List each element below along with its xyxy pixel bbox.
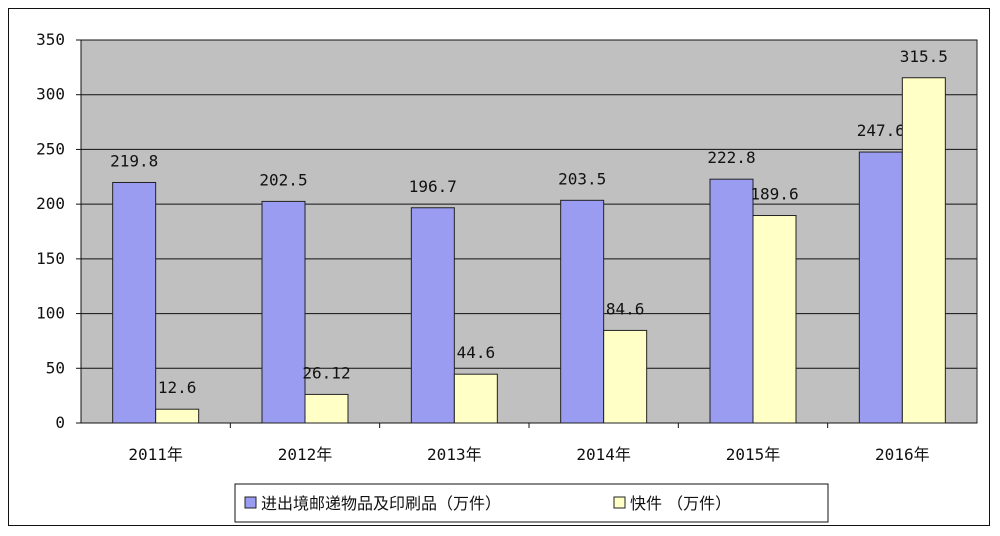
legend-label: 快件 （万件） — [630, 494, 731, 513]
data-label: 219.8 — [110, 151, 158, 170]
y-tick-label: 0 — [55, 413, 65, 432]
legend-swatch — [244, 496, 257, 509]
y-tick-label: 150 — [36, 249, 65, 268]
data-label: 203.5 — [558, 169, 606, 188]
y-tick-label: 50 — [46, 358, 65, 377]
bar-mail — [410, 207, 455, 424]
data-label: 222.8 — [707, 148, 755, 167]
x-tick-label: 2015年 — [726, 445, 781, 464]
bar-express — [752, 215, 797, 424]
x-tick-label: 2016年 — [875, 445, 930, 464]
x-tick-label: 2011年 — [128, 445, 183, 464]
x-tick-label: 2013年 — [427, 445, 482, 464]
bar-express — [304, 393, 349, 424]
bar-express — [901, 77, 946, 424]
data-label: 12.6 — [158, 378, 197, 397]
chart-frame: 0 50 100 150 200 250 300 350 219.8 12.6 2011年 202.5… — [8, 8, 990, 526]
data-label: 189.6 — [750, 185, 798, 204]
legend-box — [234, 483, 829, 523]
y-tick-label: 300 — [36, 85, 65, 104]
data-label: 202.5 — [259, 170, 307, 189]
data-label: 44.6 — [457, 343, 496, 362]
y-tick-label: 250 — [36, 139, 65, 158]
data-label: 84.6 — [606, 299, 645, 318]
data-label: 26.12 — [302, 363, 350, 382]
data-label: 196.7 — [409, 177, 457, 196]
legend-label: 进出境邮递物品及印刷品（万件） — [261, 494, 501, 513]
bar-chart: 0 50 100 150 200 250 300 350 219.8 12.6 2011年 202.5… — [36, 30, 978, 523]
bar-express — [453, 373, 498, 424]
data-label: 247.6 — [857, 121, 905, 140]
bar-express — [155, 408, 200, 424]
y-tick-label: 350 — [36, 30, 65, 49]
bar-mail — [709, 178, 754, 424]
bar-mail — [112, 181, 157, 424]
bar-mail — [261, 200, 306, 424]
x-tick-label: 2012年 — [278, 445, 333, 464]
bar-mail — [858, 151, 903, 424]
legend-swatch — [613, 496, 626, 509]
x-tick-label: 2014年 — [576, 445, 631, 464]
y-tick-label: 100 — [36, 304, 65, 323]
data-label: 315.5 — [900, 47, 948, 66]
bar-express — [603, 329, 648, 424]
bar-mail — [560, 199, 605, 424]
y-tick-label: 200 — [36, 194, 65, 213]
plot-area — [80, 39, 978, 424]
